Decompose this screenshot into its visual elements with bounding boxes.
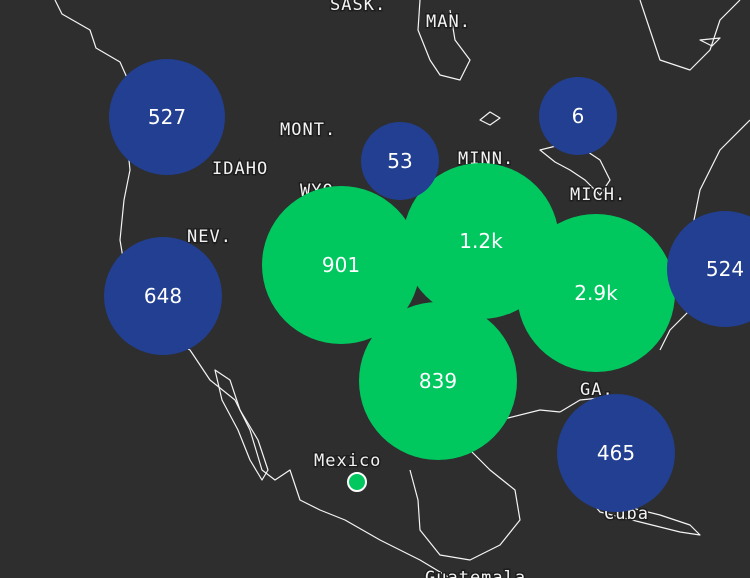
cluster-count: 2.9k — [574, 281, 618, 305]
place-label: Mexico — [314, 451, 381, 471]
cluster-bubble[interactable] — [557, 394, 675, 512]
cluster-count: 527 — [148, 105, 186, 129]
cluster-count: 6 — [572, 104, 585, 128]
cluster-count: 1.2k — [459, 229, 503, 253]
cluster-bubble[interactable] — [109, 59, 225, 175]
cluster-bubble[interactable] — [262, 186, 420, 344]
cluster-bubble[interactable] — [667, 211, 750, 327]
cluster-count: 524 — [706, 257, 744, 281]
place-label: SASK. — [330, 0, 386, 15]
place-label: NEV. — [187, 227, 232, 247]
cluster-bubble[interactable] — [359, 302, 517, 460]
cluster-count: 465 — [597, 441, 635, 465]
cluster-bubble[interactable] — [104, 237, 222, 355]
hudson — [417, 0, 471, 81]
cluster-bubble[interactable] — [539, 77, 617, 155]
place-label: MONT. — [280, 120, 336, 140]
place-label: MICH. — [570, 185, 626, 205]
cluster-bubble[interactable] — [361, 122, 439, 200]
cluster-count: 53 — [387, 149, 412, 173]
west-coast — [54, 0, 451, 578]
cluster-bubble[interactable] — [517, 214, 675, 372]
baja — [214, 369, 269, 481]
place-label: MAN. — [426, 12, 471, 32]
north-east — [639, 0, 741, 71]
place-label: IDAHO — [212, 159, 268, 179]
place-label: Guatemala — [425, 568, 526, 578]
cluster-count: 648 — [144, 284, 182, 308]
clusters: 901 1.2k 2.9k 839 527 648 53 6 524 465 — [104, 59, 750, 512]
cluster-count: 839 — [419, 369, 457, 393]
location-marker[interactable] — [347, 472, 367, 492]
cluster-count: 901 — [322, 253, 360, 277]
